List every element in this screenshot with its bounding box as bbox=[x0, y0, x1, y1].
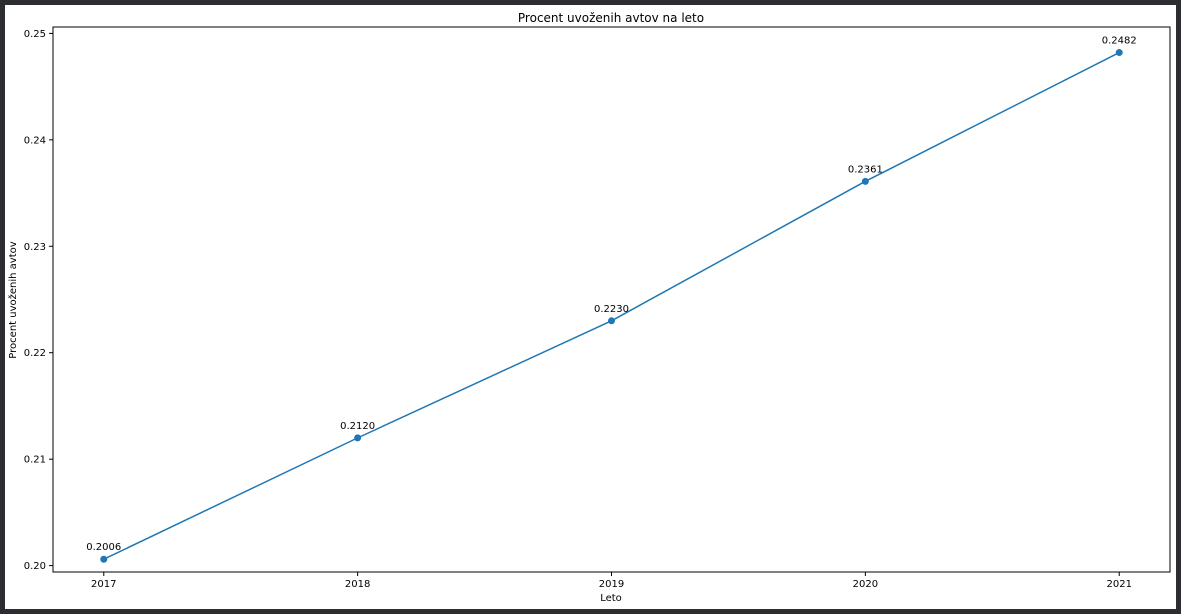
y-tick-label: 0.25 bbox=[24, 29, 46, 40]
data-point bbox=[861, 177, 869, 185]
data-point bbox=[100, 555, 108, 563]
figure-canvas: Procent uvoženih avtov na leto 0.20 0.21 0… bbox=[5, 5, 1176, 609]
data-point bbox=[354, 434, 362, 442]
x-tick-label: 2019 bbox=[599, 579, 624, 590]
chart-title: Procent uvoženih avtov na leto bbox=[518, 11, 704, 25]
x-tick-label: 2020 bbox=[853, 579, 878, 590]
data-label: 0.2230 bbox=[594, 304, 629, 315]
data-label: 0.2120 bbox=[340, 421, 375, 432]
y-tick-label: 0.20 bbox=[24, 561, 46, 572]
y-tick-label: 0.22 bbox=[24, 348, 46, 359]
data-points bbox=[100, 49, 1123, 563]
y-tick-label: 0.23 bbox=[24, 242, 46, 253]
data-label: 0.2361 bbox=[848, 164, 883, 175]
x-tick-label: 2021 bbox=[1107, 579, 1132, 590]
y-tick-label: 0.21 bbox=[24, 455, 46, 466]
y-axis: 0.20 0.21 0.22 0.23 0.24 0.25 bbox=[24, 29, 53, 572]
y-axis-label: Procent uvoženih avtov bbox=[7, 241, 19, 358]
data-point bbox=[608, 317, 615, 325]
x-axis: 2017 2018 2019 2020 2021 bbox=[91, 572, 1132, 590]
x-axis-label: Leto bbox=[600, 593, 622, 604]
x-tick-label: 2017 bbox=[91, 579, 116, 590]
data-label: 0.2482 bbox=[1102, 36, 1137, 47]
plot-area-frame bbox=[52, 26, 1171, 573]
data-point bbox=[1115, 49, 1123, 57]
data-labels: 0.2006 0.2120 0.2230 0.2361 0.2482 bbox=[86, 36, 1136, 554]
line-chart: Procent uvoženih avtov na leto 0.200.210… bbox=[7, 11, 1171, 604]
x-tick-label: 2018 bbox=[345, 579, 370, 590]
y-tick-label: 0.24 bbox=[24, 135, 46, 146]
data-label: 0.2006 bbox=[86, 542, 121, 553]
